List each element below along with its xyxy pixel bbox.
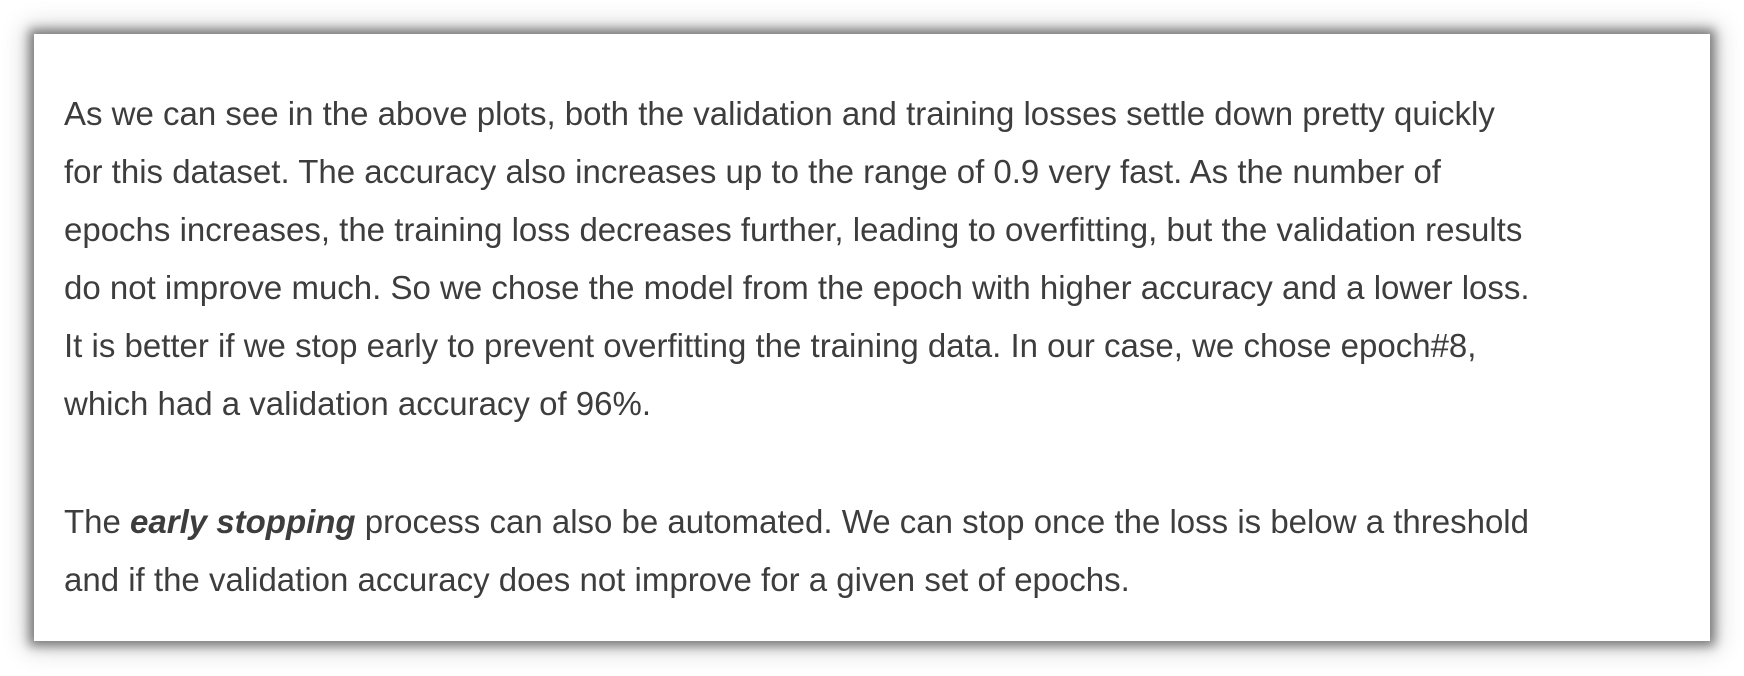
text-prefix: The [64,503,131,540]
text-line: epochs increases, the training loss decr… [64,211,1523,248]
text-line: for this dataset. The accuracy also incr… [64,153,1441,190]
text-line: and if the validation accuracy does not … [64,561,1130,598]
emphasized-term: early stopping [130,503,356,540]
text-line: As we can see in the above plots, both t… [64,95,1495,132]
text-line: do not improve much. So we chose the mod… [64,269,1530,306]
text-line-rest: process can also be automated. We can st… [355,503,1529,540]
paragraph-early-stopping: The early stopping process can also be a… [64,493,1704,609]
text-line: It is better if we stop early to prevent… [64,327,1477,364]
article-card: As we can see in the above plots, both t… [34,34,1710,641]
text-line: which had a validation accuracy of 96%. [64,385,652,422]
paragraph-overfitting: As we can see in the above plots, both t… [64,85,1704,433]
